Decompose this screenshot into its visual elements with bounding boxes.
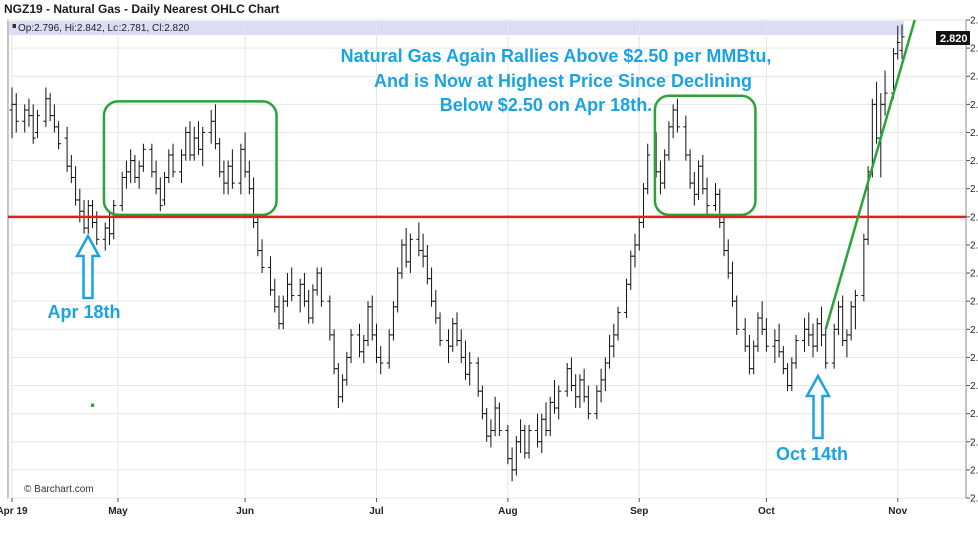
ohlc-bar [200, 126, 206, 167]
ohlc-bar [170, 143, 176, 178]
ohlc-bar [56, 121, 62, 150]
y-tick-label: 2.250 [970, 353, 978, 364]
headline-annotation: Natural Gas Again Rallies Above $2.50 pe… [341, 46, 772, 115]
ohlc-bar [30, 104, 36, 144]
ohlc-bar [378, 346, 384, 375]
ohlc-bars [9, 24, 905, 482]
x-axis: Apr 19 May Jun Jul Aug Sep Oct Nov [0, 498, 908, 517]
x-tick-label: May [108, 506, 128, 517]
last-price-tag: 2.820 [936, 31, 970, 45]
y-tick-label: 2.500 [970, 212, 978, 223]
ohlc-bar [895, 25, 901, 60]
y-axis: 2.850 2.800 2.750 2.700 2.650 2.600 2.550 2.500… [966, 16, 978, 505]
ohlc-bar [645, 143, 651, 195]
ohlc-bar [157, 177, 163, 212]
x-tick-label: Aug [498, 506, 517, 517]
chart-title: NGZ19 - Natural Gas - Daily Nearest OHLC… [4, 2, 280, 16]
y-tick-label: 2.200 [970, 381, 978, 392]
oct-up-arrow-icon [804, 373, 832, 440]
ohlc-bar [13, 93, 19, 133]
y-tick-label: 2.550 [970, 184, 978, 195]
oct-arrow-label: Oct 14th [776, 444, 848, 464]
annotation-line-1: Natural Gas Again Rallies Above $2.50 pe… [341, 46, 772, 66]
ohlc-bar [882, 70, 888, 116]
highlight-box [102, 100, 278, 217]
last-price-label: 2.820 [940, 33, 968, 45]
ohlc-bar [585, 385, 591, 420]
apr-up-arrow-icon [74, 233, 102, 300]
ohlc-bar [111, 199, 117, 240]
y-tick-label: 2.100 [970, 437, 978, 448]
ohlc-bar [823, 329, 829, 369]
series-marker-icon [12, 24, 16, 28]
ohlc-bar [704, 177, 710, 217]
ohlc-bar [318, 267, 324, 307]
y-tick-label: 2.400 [970, 269, 978, 280]
x-tick-label: Sep [630, 506, 648, 517]
apr-arrow-label: Apr 18th [47, 302, 120, 322]
stray-marker [90, 403, 95, 408]
y-tick-label: 2.850 [970, 16, 978, 27]
ohlc-bar [437, 312, 443, 347]
ohlc-bar [526, 424, 532, 459]
ohlc-readout: Op:2.796, Hi:2.842, Lo:2.781, Cl:2.820 [18, 23, 190, 34]
ohlc-bar [615, 306, 621, 341]
trend-line [824, 19, 916, 330]
x-tick-label: Oct [758, 506, 775, 517]
y-tick-label: 2.800 [970, 44, 978, 55]
grid-lines [8, 19, 966, 499]
highlight-box [653, 94, 757, 217]
x-tick-label: Nov [888, 506, 907, 517]
annotation-line-2: And is Now at Highest Price Since Declin… [374, 71, 752, 91]
y-tick-label: 2.150 [970, 409, 978, 420]
ohlc-bar [34, 109, 40, 139]
ohlc-bar [348, 329, 354, 364]
ohlc-bar [674, 98, 680, 133]
ohlc-readout-bar [9, 21, 904, 35]
y-tick-label: 2.350 [970, 297, 978, 308]
y-tick-label: 2.650 [970, 128, 978, 139]
ohlc-bar [289, 267, 295, 302]
ohlc-bar [556, 385, 562, 420]
y-tick-label: 2.450 [970, 240, 978, 251]
y-tick-label: 2.750 [970, 72, 978, 83]
x-tick-label: Jul [369, 506, 384, 517]
ohlc-bar [229, 149, 235, 189]
y-tick-label: 2.600 [970, 156, 978, 167]
ohlc-bar [407, 233, 413, 274]
x-tick-label: Jun [236, 506, 254, 517]
ohlc-bar [467, 351, 473, 386]
ohlc-bar [259, 239, 265, 274]
ohlc-bar [899, 24, 905, 59]
annotation-line-3: Below $2.50 on Apr 18th. [440, 95, 652, 115]
y-tick-label: 2.700 [970, 100, 978, 111]
ohlc-bar [496, 402, 502, 437]
ohlc-bar [852, 289, 858, 330]
watermark: © Barchart.com [24, 484, 94, 495]
y-tick-label: 2.050 [970, 465, 978, 476]
last-price-box [936, 31, 970, 45]
ohlc-bar [734, 295, 740, 335]
annotations-layer [8, 19, 966, 440]
y-tick-label: 2.000 [970, 494, 978, 505]
ohlc-bar [793, 334, 799, 369]
x-tick-label: Apr 19 [0, 506, 28, 517]
ohlc-bar [140, 143, 146, 172]
ohlc-bar [763, 318, 769, 352]
y-tick-label: 2.300 [970, 325, 978, 336]
